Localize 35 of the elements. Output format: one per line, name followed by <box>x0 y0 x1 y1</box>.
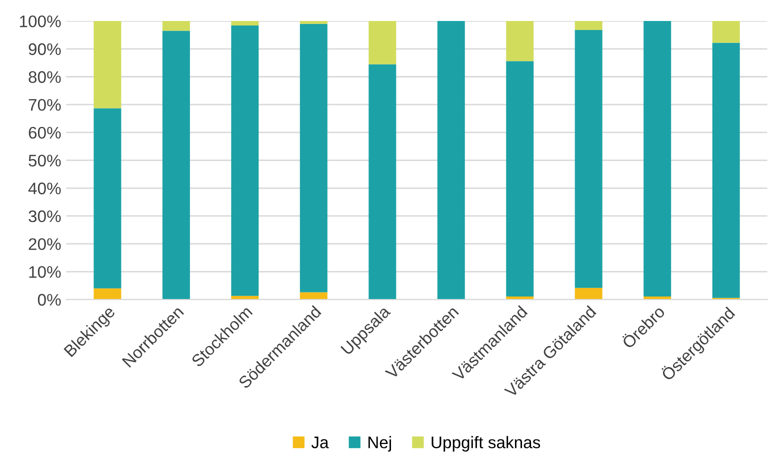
y-tick-label: 20% <box>28 238 61 250</box>
bar <box>231 21 259 26</box>
y-tick-label: 10% <box>29 266 61 278</box>
y-tick-label: 70% <box>28 99 61 111</box>
bar <box>300 21 328 24</box>
bar <box>712 21 740 43</box>
bar <box>162 30 190 300</box>
bar <box>300 24 328 292</box>
legend-label: Uppgift saknas <box>432 436 540 452</box>
bar <box>574 288 602 300</box>
bar <box>506 61 534 296</box>
y-tick-label: 80% <box>28 71 61 83</box>
bar <box>231 26 259 296</box>
y-tick-label: 0% <box>38 294 61 306</box>
bar <box>437 21 465 300</box>
y-tick-label: 90% <box>28 43 61 56</box>
y-tick-label: 30% <box>28 210 61 222</box>
bar <box>162 21 190 31</box>
legend-label: Ja <box>311 436 329 448</box>
y-tick-label: 50% <box>28 154 61 166</box>
bar <box>574 30 602 288</box>
bar <box>712 42 740 298</box>
y-tick-label: 60% <box>28 126 61 139</box>
bar <box>644 21 672 296</box>
bar <box>368 64 396 300</box>
bar <box>368 21 396 64</box>
y-tick-label: 100% <box>20 15 61 28</box>
y-tick-label: 40% <box>28 182 61 194</box>
bar <box>94 108 122 288</box>
bar <box>574 21 602 30</box>
bar <box>300 292 328 300</box>
bar <box>94 21 122 108</box>
bar <box>506 21 534 62</box>
bar <box>94 288 122 300</box>
legend-label: Nej <box>368 436 391 452</box>
